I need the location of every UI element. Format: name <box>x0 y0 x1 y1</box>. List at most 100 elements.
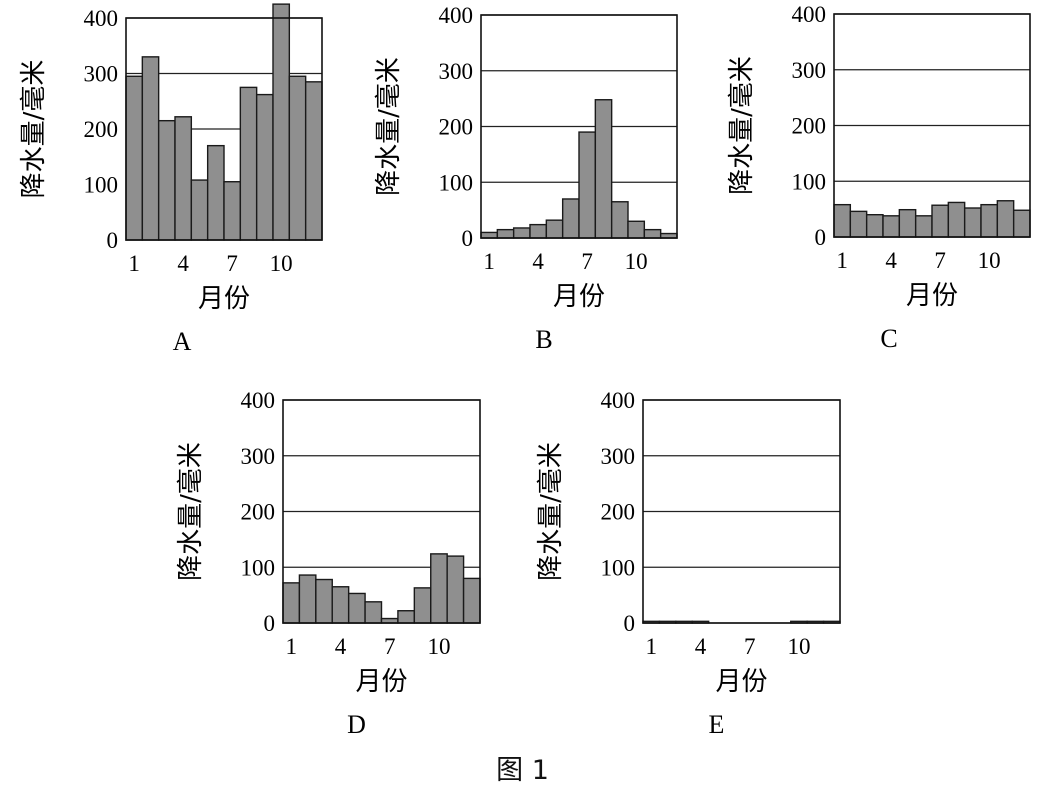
bar-month-2 <box>496 228 515 239</box>
y-axis-label: 降水量/毫米 <box>727 56 757 195</box>
bar-month-6 <box>206 144 225 241</box>
chart-panel-b: 0 100 200 300 400 1 4 7 10 月份B 降水量/毫米 <box>374 3 678 354</box>
bar-month-5 <box>347 592 366 624</box>
y-tick-label: 0 <box>624 611 636 636</box>
y-tick-label: 400 <box>84 6 119 31</box>
y-tick-label: 400 <box>792 2 827 27</box>
x-tick-label: 4 <box>532 249 544 274</box>
bar-month-6 <box>561 198 580 239</box>
y-axis-label: 降水量/毫米 <box>176 442 206 581</box>
bar-month-1 <box>480 231 499 239</box>
x-tick-label: 7 <box>581 249 593 274</box>
bar-month-5 <box>190 179 209 241</box>
y-tick-label: 200 <box>84 117 119 142</box>
y-tick-label: 200 <box>241 500 276 525</box>
bar-month-4 <box>882 215 901 238</box>
bar-month-4 <box>174 116 193 241</box>
x-axis-label: 月份 <box>906 281 958 311</box>
x-tick-label: 7 <box>226 251 238 276</box>
y-tick-label: 300 <box>241 444 276 469</box>
bar-month-3 <box>157 119 176 241</box>
x-tick-label: 4 <box>335 634 347 659</box>
y-tick-label: 100 <box>792 169 827 194</box>
bar-month-1 <box>125 75 144 241</box>
x-tick-label: 10 <box>427 634 450 659</box>
plot-frame <box>833 13 1031 238</box>
bar-month-11 <box>643 228 662 239</box>
bar-month-12 <box>462 577 481 624</box>
y-tick-label: 200 <box>439 115 474 140</box>
x-axis-label: 月份 <box>553 282 605 312</box>
bar-month-8 <box>947 201 966 238</box>
y-tick-label: 300 <box>439 59 474 84</box>
y-tick-label: 0 <box>815 225 827 250</box>
x-tick-label: 10 <box>978 248 1001 273</box>
x-tick-label: 4 <box>177 251 189 276</box>
figure-caption: 图 1 <box>496 755 549 786</box>
bar-month-4 <box>331 586 350 624</box>
x-tick-label: 10 <box>787 634 810 659</box>
chart-panel-d: 0 100 200 300 400 1 4 7 10 月份 D 降水量/毫米 <box>176 388 481 739</box>
x-tick-label: 1 <box>285 634 297 659</box>
bar-month-2 <box>298 574 317 624</box>
chart-panel-e: 0 100 200 300 400 1 4 7 10 月份 E 降水量/毫米 <box>536 388 841 739</box>
x-tick-label: 4 <box>885 248 897 273</box>
plot-frame <box>480 14 678 239</box>
y-tick-label: 300 <box>601 444 636 469</box>
plot-frame <box>125 17 323 241</box>
panel-label: A <box>173 327 192 356</box>
bar-month-11 <box>996 200 1015 238</box>
x-tick-label: 7 <box>384 634 396 659</box>
bar-month-1 <box>833 203 852 238</box>
x-tick-label: 1 <box>645 634 657 659</box>
bar-month-7 <box>223 181 242 241</box>
bar-month-10 <box>272 3 291 241</box>
y-tick-label: 100 <box>84 173 119 198</box>
bar-month-7 <box>578 131 597 239</box>
bar-month-8 <box>239 86 258 241</box>
y-axis-label: 降水量/毫米 <box>19 60 49 199</box>
x-tick-label: 1 <box>483 249 495 274</box>
x-axis-label: 月份 <box>355 667 407 697</box>
bar-month-6 <box>364 601 383 624</box>
y-tick-label: 200 <box>601 500 636 525</box>
bar-month-11 <box>288 75 307 241</box>
bar-month-8 <box>594 99 613 239</box>
x-tick-label: 1 <box>128 251 140 276</box>
bar-month-2 <box>141 56 160 241</box>
chart-panel-a: 0 100 200 300 400 1 4 7 10 月份A 降水量/毫米 <box>19 3 323 356</box>
y-axis-label: 降水量/毫米 <box>374 57 404 196</box>
x-axis-label: 月份 <box>715 667 767 697</box>
bar-month-3 <box>512 227 531 239</box>
bar-month-5 <box>898 208 917 238</box>
y-tick-label: 200 <box>792 114 827 139</box>
x-tick-label: 7 <box>744 634 756 659</box>
bar-month-10 <box>430 553 448 624</box>
x-tick-label: 10 <box>270 251 293 276</box>
plot-frame <box>282 399 481 624</box>
y-axis-label: 降水量/毫米 <box>536 442 566 581</box>
bar-month-12 <box>304 81 323 241</box>
panel-label: E <box>709 710 725 739</box>
bar-month-10 <box>627 220 646 239</box>
y-tick-label: 0 <box>462 226 474 251</box>
bar-month-9 <box>255 93 274 241</box>
bar-month-1 <box>282 582 301 624</box>
bar-month-9 <box>610 201 629 239</box>
y-tick-label: 300 <box>792 58 827 83</box>
bar-month-4 <box>529 223 548 239</box>
plot-frame <box>642 399 841 624</box>
y-tick-label: 300 <box>84 62 119 87</box>
panel-label: B <box>535 325 552 354</box>
bar-month-2 <box>849 210 868 238</box>
y-tick-label: 0 <box>107 228 119 253</box>
x-tick-label: 7 <box>934 248 946 273</box>
y-tick-label: 100 <box>601 555 636 580</box>
x-tick-label: 10 <box>625 249 648 274</box>
x-axis-label: 月份 <box>198 284 250 314</box>
y-tick-label: 400 <box>241 388 276 413</box>
y-tick-label: 400 <box>439 3 474 28</box>
bar-month-3 <box>865 213 884 238</box>
x-tick-label: 4 <box>695 634 707 659</box>
